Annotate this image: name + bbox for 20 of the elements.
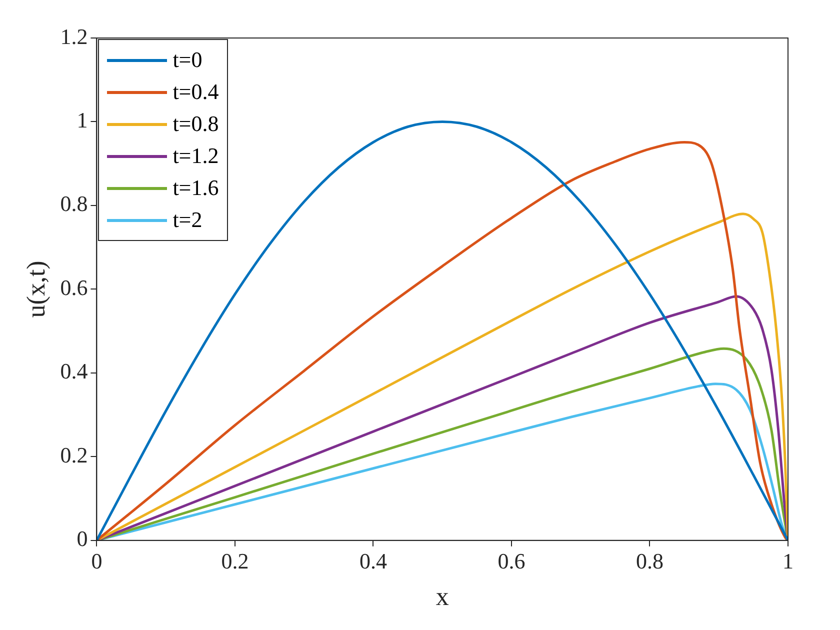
y-tick-label: 0 <box>76 526 88 552</box>
y-tick-label: 0.6 <box>60 274 88 300</box>
x-tick-label: 0.4 <box>359 548 387 574</box>
legend-label: t=1.6 <box>172 175 219 201</box>
x-tick-label: 0.6 <box>498 548 526 574</box>
legend-label: t=1.2 <box>172 143 219 169</box>
y-axis-title: u(x,t) <box>21 260 50 318</box>
y-tick-label: 0.4 <box>60 358 88 384</box>
legend-label: t=2 <box>172 207 202 233</box>
legend-label: t=0 <box>172 47 202 73</box>
x-tick-label: 0.2 <box>221 548 249 574</box>
legend-label: t=0.4 <box>172 79 219 105</box>
legend-label: t=0.8 <box>172 111 219 137</box>
x-tick-label: 1 <box>782 548 794 574</box>
y-tick-label: 0.8 <box>60 191 88 216</box>
y-tick-label: 1.2 <box>60 24 88 49</box>
y-tick-label: 1 <box>76 108 88 133</box>
x-axis-title: x <box>436 582 449 612</box>
x-tick-label: 0.8 <box>636 548 664 574</box>
y-tick-label: 0.2 <box>60 442 88 468</box>
